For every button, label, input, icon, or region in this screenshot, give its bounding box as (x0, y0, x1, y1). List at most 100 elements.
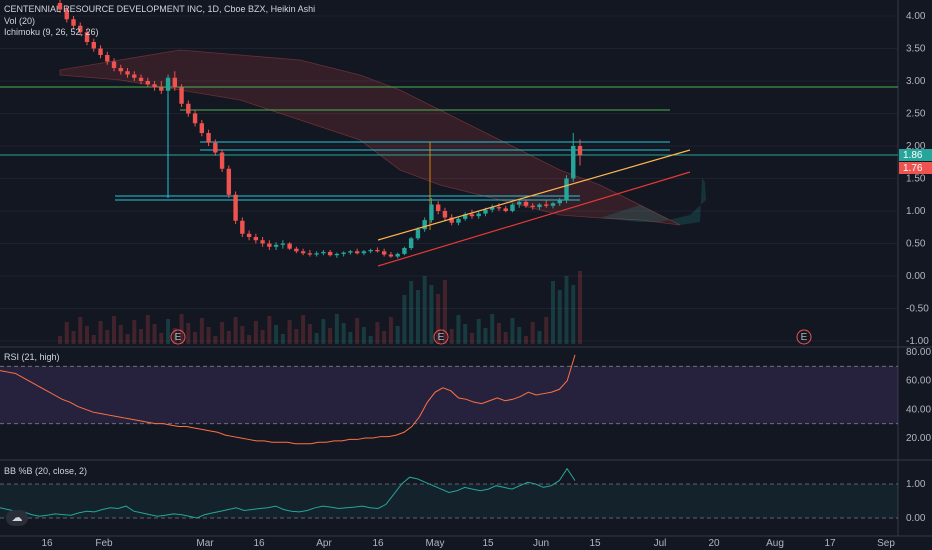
volume-bar (483, 328, 488, 344)
vol-legend: Vol (20) (4, 16, 36, 26)
earnings-label: E (801, 332, 808, 343)
volume-bar (523, 336, 528, 344)
time-tick-label: Jun (533, 538, 549, 549)
volume-bar (220, 322, 225, 344)
trendlines (377, 149, 691, 267)
volume-bar (301, 315, 306, 344)
candle-body (226, 168, 232, 195)
time-tick-label: Jul (654, 538, 667, 549)
earnings-marker (170, 329, 186, 345)
candle-body (408, 238, 414, 249)
candle-body (354, 251, 360, 254)
earnings-label: E (438, 332, 445, 343)
rsi-tick-label: 80.00 (906, 347, 931, 358)
cloud-logo-icon[interactable]: ☁ (6, 510, 28, 526)
price-label-box (899, 162, 932, 174)
volume-bar (139, 329, 144, 344)
volume-bar (118, 325, 123, 344)
volume-bar (267, 316, 272, 344)
price-tick-label: 0.00 (906, 271, 926, 282)
price-tick-label: 2.50 (906, 109, 926, 120)
candle-body (564, 178, 569, 201)
candle-body (138, 77, 144, 81)
volume-bar (496, 323, 501, 344)
candle-body (71, 19, 76, 26)
volume-bar (422, 276, 427, 344)
volume-bar (436, 294, 441, 344)
volume-bar (247, 335, 252, 344)
candle-body (300, 251, 306, 254)
candle-body (469, 214, 475, 217)
rsi-band (0, 366, 898, 424)
price-tick-label: 3.00 (906, 76, 926, 87)
volume-bar (193, 332, 198, 344)
candle-body (530, 205, 535, 208)
candle-body (321, 251, 326, 254)
candle-body (395, 253, 400, 257)
volume-bar (409, 281, 414, 344)
price-label: 1.76 (903, 163, 923, 174)
candle-body (381, 251, 387, 255)
cloud-area (59, 49, 681, 226)
candle-body (219, 152, 225, 169)
candle-body (503, 208, 508, 211)
candle-body (132, 74, 137, 78)
candle-body (402, 248, 407, 254)
rsi-tick-label: 20.00 (906, 433, 931, 444)
time-tick-label: 16 (253, 538, 265, 549)
candle-body (172, 77, 178, 88)
bb-line (0, 467, 576, 519)
price-tick-label: -1.00 (906, 336, 929, 347)
volume-bar (321, 319, 326, 344)
time-tick-label: 16 (41, 538, 53, 549)
price-label-box (899, 149, 932, 161)
candle-body (361, 251, 367, 254)
candle-body (496, 207, 502, 209)
rsi-pane: 80.00 60.00 40.00 20.00 (0, 347, 931, 445)
rsi-line (0, 354, 576, 445)
candle-body (84, 32, 90, 42)
candle-body (64, 9, 69, 20)
volume-bar (132, 320, 137, 344)
time-tick-label: 15 (589, 538, 601, 549)
volume-bar (449, 329, 454, 344)
candle-body (206, 133, 211, 143)
symbol-title: CENTENNIAL RESOURCE DEVELOPMENT INC, 1D,… (4, 4, 316, 14)
volume-bar (348, 332, 353, 344)
bb-band (0, 484, 898, 518)
volume-bar (125, 334, 130, 344)
volume-bar (179, 314, 184, 344)
candle-body (557, 200, 562, 204)
candle-body (240, 220, 245, 234)
price-tick-label: 4.00 (906, 11, 926, 22)
candle-body (213, 142, 218, 153)
candle-body (186, 103, 191, 114)
candle-body (280, 243, 286, 245)
candle-body (125, 71, 130, 75)
volume-bar (172, 328, 177, 344)
candle-body (577, 146, 583, 156)
time-tick-label: 20 (708, 538, 720, 549)
volume-bar (274, 325, 279, 344)
volume-bar (85, 326, 90, 344)
volume-bar (368, 336, 373, 344)
candle-body (429, 204, 434, 221)
volume-bar (280, 334, 285, 344)
volume-bar (294, 329, 299, 344)
candle-body (118, 68, 123, 72)
volume-bar (240, 326, 245, 344)
volume-bar (375, 322, 380, 344)
price-tick-label: 1.50 (906, 174, 926, 185)
time-tick-label: 17 (824, 538, 836, 549)
candle-body (287, 243, 292, 249)
candle-body (571, 146, 576, 179)
rsi-title: RSI (21, high) (4, 352, 60, 362)
candle-body (483, 209, 488, 214)
volume-bar (382, 331, 387, 344)
price-tick-label: 3.50 (906, 44, 926, 55)
volume-bar (71, 331, 76, 344)
volume-bars (58, 271, 582, 344)
volume-bar (361, 327, 366, 344)
volume-bar (253, 321, 258, 344)
